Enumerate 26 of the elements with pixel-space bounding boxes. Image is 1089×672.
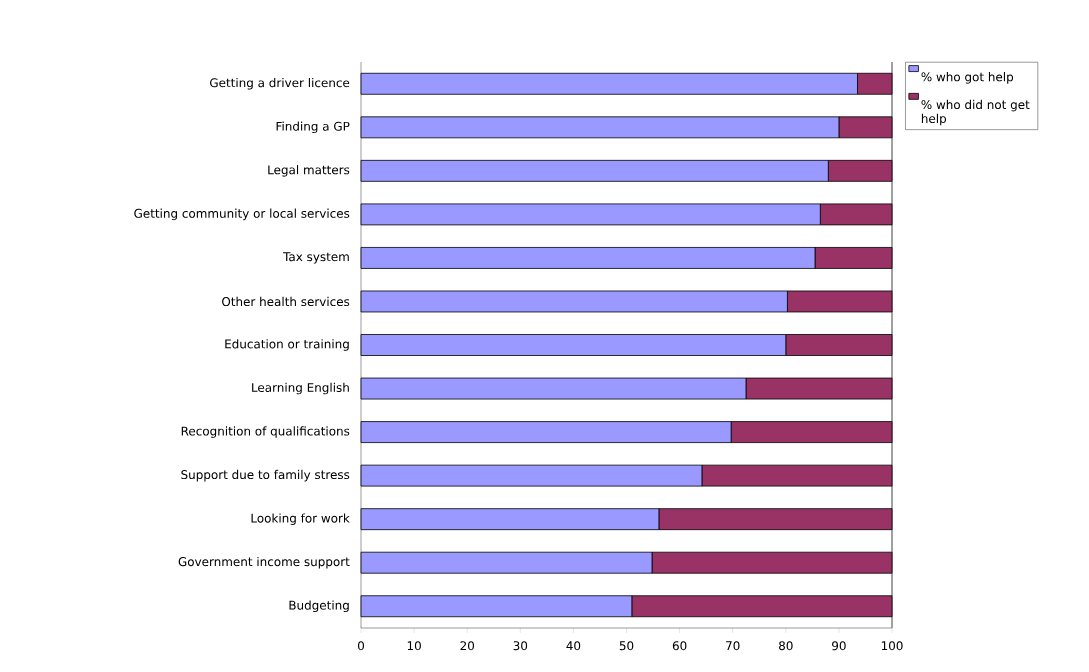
y-tick-label: Tax system <box>283 252 349 264</box>
legend-label: % who got help <box>921 72 1014 84</box>
y-tick-label: Budgeting <box>289 600 349 613</box>
y-tick-label: Education or training <box>225 339 349 351</box>
y-tick-label: Finding a GP <box>276 121 350 134</box>
y-tick-label: Support due to family stress <box>181 469 350 482</box>
y-tick-label: Recognition of qualifications <box>181 426 350 438</box>
x-tick-label: 90 <box>832 641 846 651</box>
x-tick-label: 0 <box>357 641 365 651</box>
y-tick-label: Learning English <box>252 382 349 395</box>
x-tick-label: 20 <box>460 641 475 651</box>
x-tick-label: 50 <box>619 641 634 651</box>
y-tick-label: Getting community or local services <box>134 208 350 221</box>
y-tick-label: Getting a driver licence <box>210 78 350 90</box>
x-tick-label: 70 <box>726 641 740 651</box>
legend-label: % who did not get help <box>921 99 1030 126</box>
y-tick-label: Other health services <box>222 296 350 307</box>
x-tick-label: 40 <box>566 641 581 651</box>
y-tick-label: Looking for work <box>251 513 350 525</box>
x-tick-label: 10 <box>407 641 421 651</box>
y-tick-label: Government income support <box>178 556 350 569</box>
x-tick-label: 30 <box>513 641 528 651</box>
y-tick-label: Legal matters <box>268 165 350 177</box>
x-tick-label: 60 <box>672 641 687 651</box>
x-tick-label: 100 <box>881 641 903 651</box>
x-tick-label: 80 <box>779 641 793 651</box>
